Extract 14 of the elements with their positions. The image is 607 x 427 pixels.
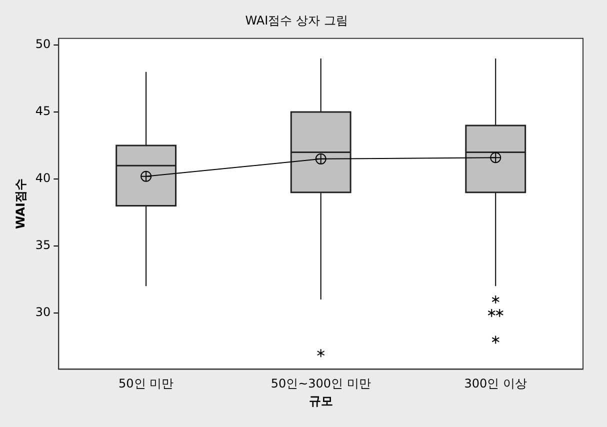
- y-tick-label: 50: [35, 37, 51, 52]
- y-tick-label: 45: [35, 104, 51, 118]
- x-tick-label: 50인~300인 미만: [270, 376, 371, 391]
- point: [315, 153, 326, 164]
- y-axis-title: WAI점수: [13, 178, 28, 230]
- chart-title: WAI점수 상자 그림: [245, 13, 348, 28]
- point: [140, 170, 152, 182]
- y-tick-label: 35: [35, 238, 51, 252]
- point: [490, 152, 502, 164]
- y-tick-label: 40: [35, 171, 51, 186]
- y-tick-label: 30: [35, 305, 51, 320]
- x-tick-label: 50인 미만: [118, 376, 174, 391]
- x-axis-title: 규모: [308, 394, 333, 408]
- x-tick-label: 300인 이상: [464, 376, 527, 391]
